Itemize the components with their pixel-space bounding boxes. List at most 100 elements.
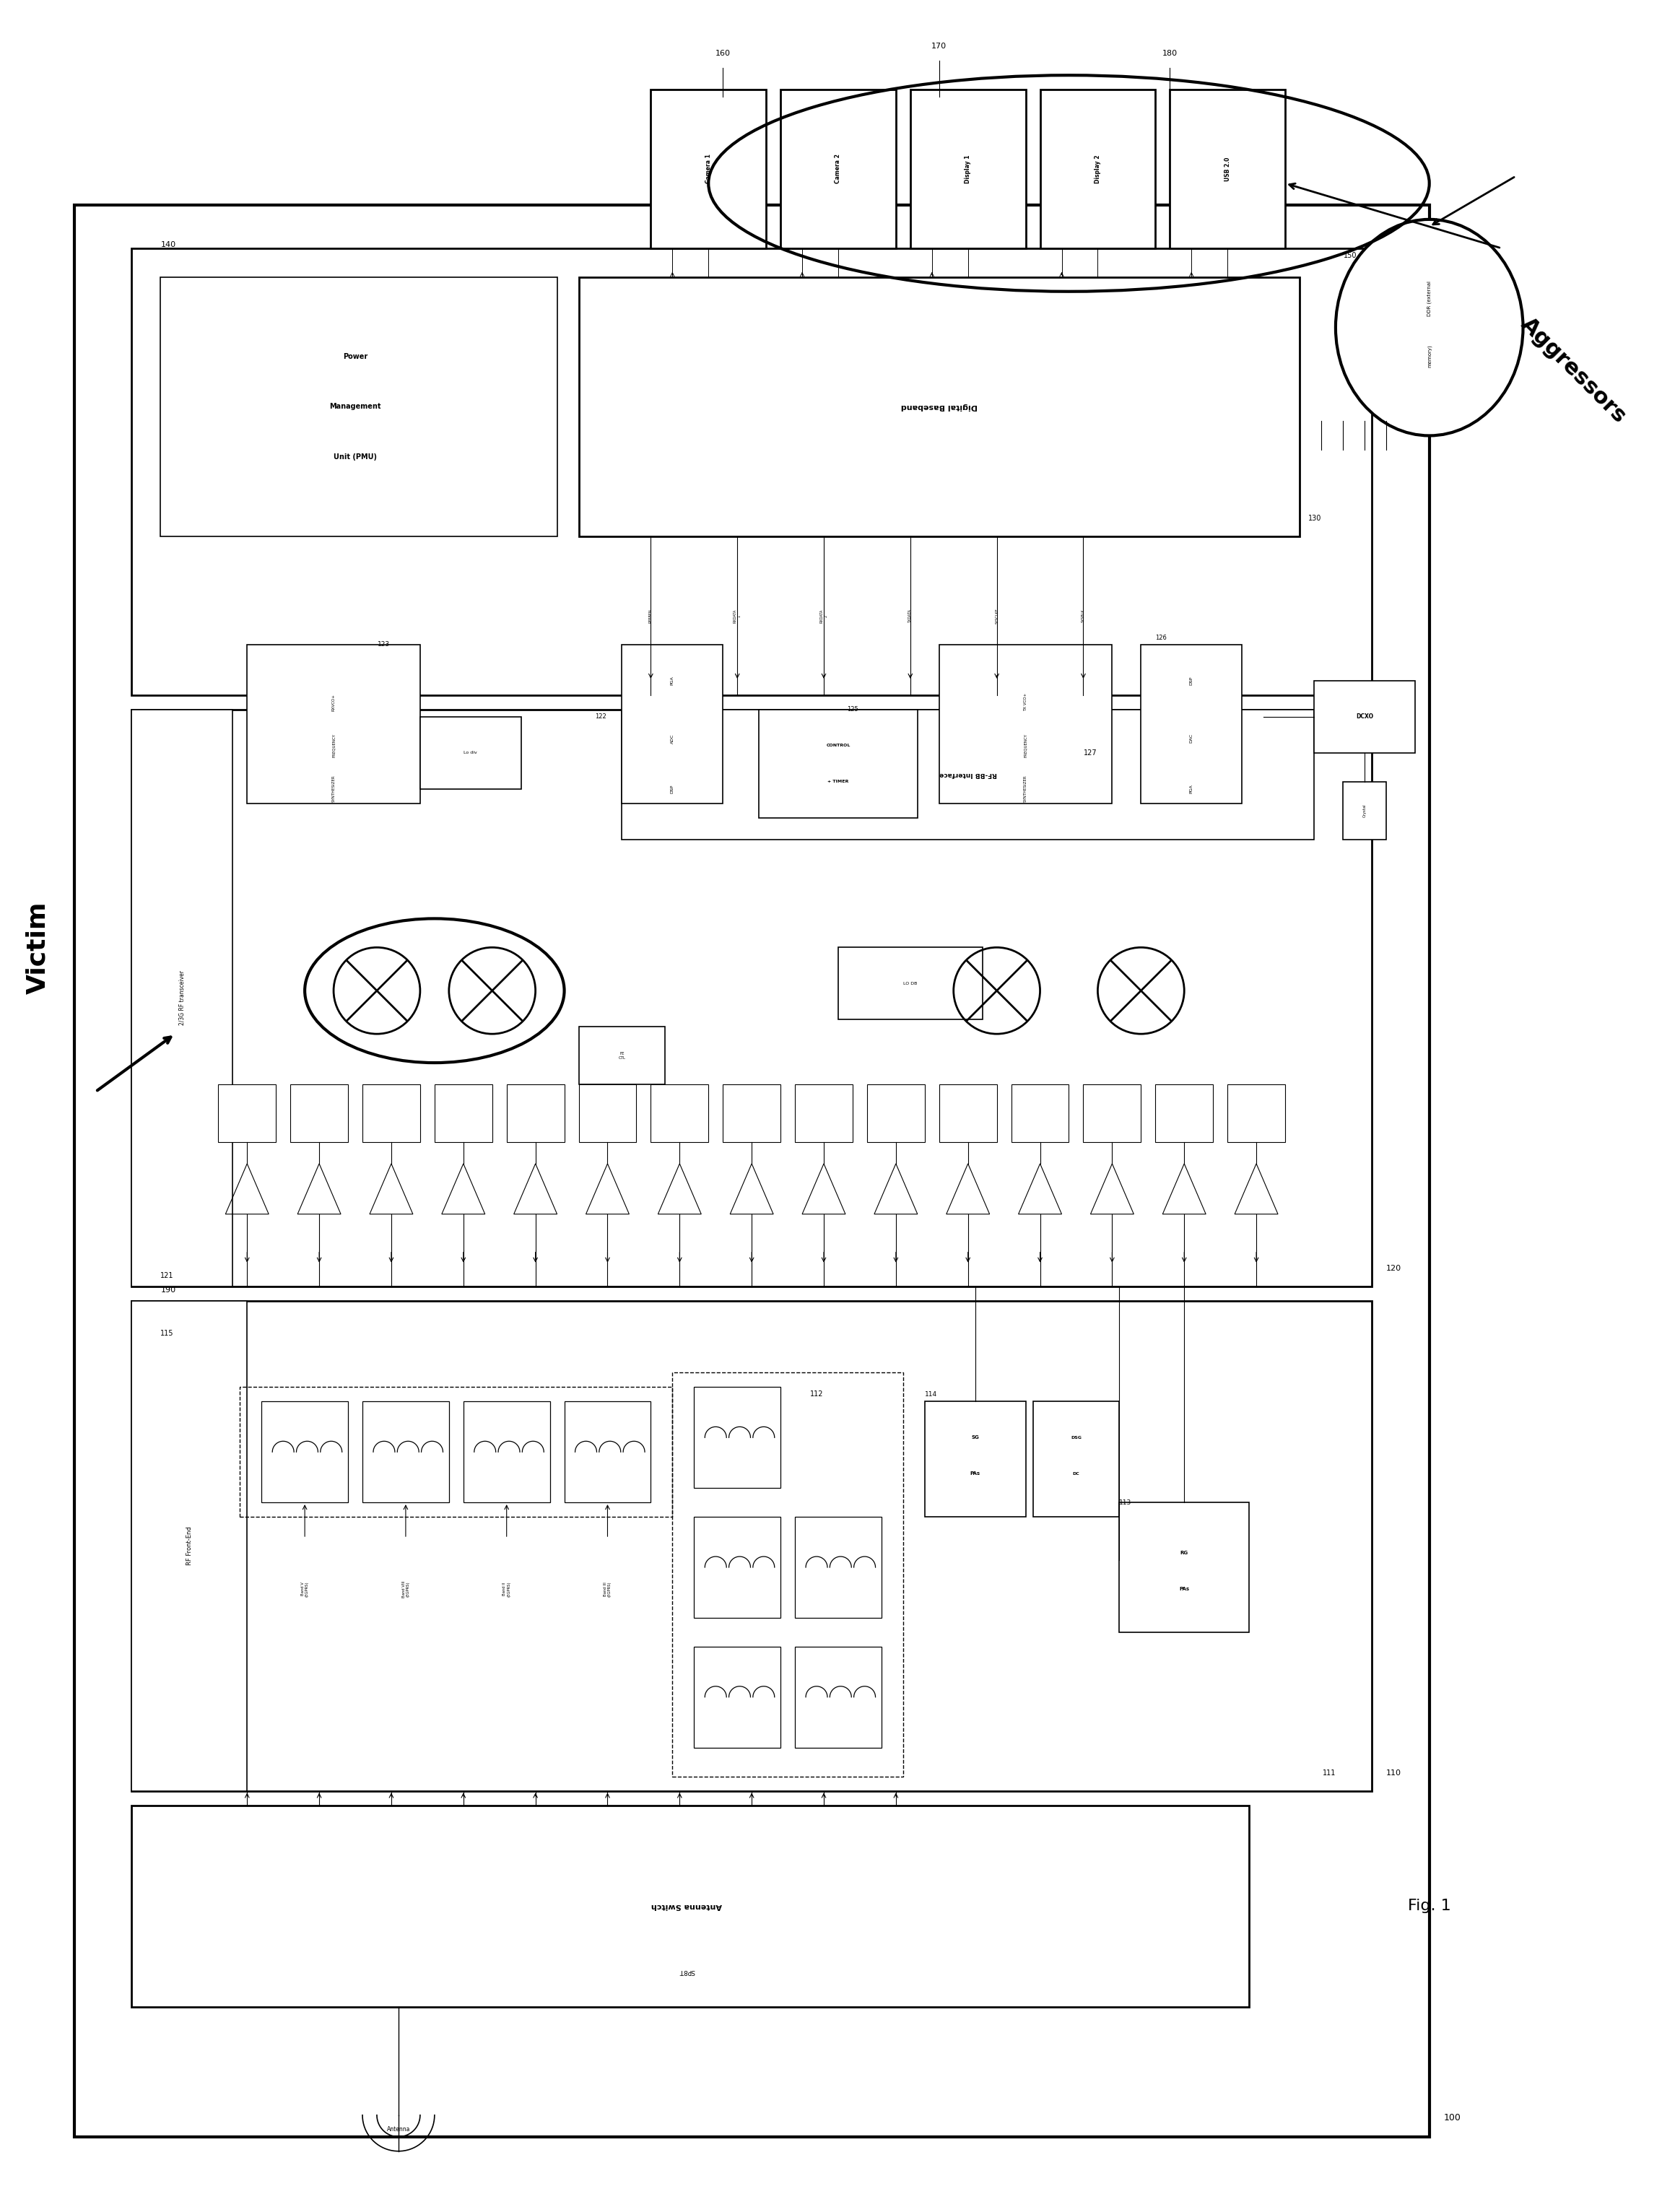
Text: SYSCLKE: SYSCLKE (996, 608, 999, 624)
Text: 110: 110 (1386, 1770, 1401, 1776)
Bar (868, 1084, 924, 1141)
Bar (75, 206, 1429, 2137)
Bar (781, 91, 896, 248)
Bar (1228, 1084, 1285, 1141)
Text: LO DB: LO DB (904, 982, 917, 984)
Text: Victim: Victim (27, 900, 50, 993)
Text: FREQUENCY: FREQUENCY (1024, 734, 1027, 757)
Text: Unit (PMU): Unit (PMU) (334, 453, 377, 460)
Text: 122: 122 (595, 714, 607, 721)
Text: 121: 121 (161, 1272, 175, 1279)
Bar (1343, 781, 1386, 838)
Text: 120: 120 (1386, 1265, 1401, 1272)
Bar (1010, 1084, 1069, 1141)
Bar (131, 1301, 1371, 1792)
Bar (622, 644, 723, 803)
Text: Camera 2: Camera 2 (834, 155, 841, 184)
Bar (695, 1517, 781, 1617)
Text: FE
CTL: FE CTL (618, 1051, 625, 1060)
Bar (1170, 91, 1285, 248)
Text: Management: Management (329, 403, 381, 411)
Bar (362, 1402, 449, 1502)
Text: 100: 100 (1444, 2112, 1461, 2121)
Text: DC: DC (1072, 1471, 1080, 1475)
Bar (622, 710, 1315, 838)
Text: RFBBEN: RFBBEN (648, 608, 653, 624)
Text: SP8T: SP8T (678, 1969, 695, 1975)
Bar (1084, 1084, 1142, 1141)
Bar (911, 91, 1025, 248)
Text: Digital Baseband: Digital Baseband (901, 403, 977, 411)
Bar (924, 1402, 1025, 1517)
Text: RF-BB Interface: RF-BB Interface (939, 772, 997, 779)
Text: 140: 140 (161, 241, 176, 248)
Text: memory): memory) (1428, 345, 1431, 367)
Bar (565, 1402, 652, 1502)
Text: Band II
(EGPRS): Band II (EGPRS) (502, 1582, 510, 1597)
Text: PAs: PAs (1178, 1586, 1190, 1590)
Bar (161, 276, 557, 538)
Text: Band III
(EGPRS): Band III (EGPRS) (603, 1582, 612, 1597)
Bar (578, 1084, 637, 1141)
Text: ADC: ADC (670, 734, 675, 743)
Text: DSG: DSG (1070, 1436, 1082, 1440)
Text: 123: 123 (377, 641, 391, 648)
Text: TXDATA: TXDATA (909, 608, 912, 624)
Text: Power: Power (342, 352, 367, 361)
Text: 126: 126 (1155, 635, 1167, 641)
Bar (838, 947, 982, 1020)
Text: SG: SG (971, 1436, 979, 1440)
Bar (464, 1402, 550, 1502)
Bar (1032, 1402, 1119, 1517)
Text: 160: 160 (715, 51, 731, 58)
Text: FREQUENCY: FREQUENCY (332, 734, 336, 757)
Bar (1040, 91, 1155, 248)
Text: Crystal: Crystal (1363, 803, 1366, 816)
Bar (1119, 1502, 1250, 1632)
Text: Band VIII
(EGPRS): Band VIII (EGPRS) (402, 1582, 409, 1597)
Text: 190: 190 (161, 1285, 176, 1294)
Text: 127: 127 (1084, 750, 1097, 757)
Bar (578, 1026, 665, 1084)
Bar (420, 717, 520, 790)
Text: Aggressors: Aggressors (1517, 314, 1630, 427)
Text: 125: 125 (848, 706, 858, 712)
Bar (939, 644, 1112, 803)
Text: Antenna Switch: Antenna Switch (652, 1902, 723, 1909)
Text: DSP: DSP (670, 785, 675, 794)
Bar (794, 1084, 853, 1141)
Bar (131, 710, 233, 1285)
Bar (794, 1517, 881, 1617)
Text: 180: 180 (1162, 51, 1177, 58)
Text: 114: 114 (924, 1391, 937, 1398)
Bar (434, 1084, 492, 1141)
Text: CONTROL: CONTROL (826, 743, 851, 748)
Text: 2/3G RF transceiver: 2/3G RF transceiver (179, 971, 186, 1026)
Bar (131, 1805, 1250, 2006)
Bar (794, 1646, 881, 1747)
Bar (362, 1084, 420, 1141)
Bar (695, 1387, 781, 1489)
Bar (695, 1646, 781, 1747)
Text: RXVCO+: RXVCO+ (332, 695, 336, 710)
Text: 130: 130 (1308, 515, 1321, 522)
Bar (291, 1084, 347, 1141)
Text: USB 2.0: USB 2.0 (1225, 157, 1232, 181)
Bar (652, 91, 766, 248)
Bar (652, 1084, 708, 1141)
Text: 113: 113 (1119, 1500, 1132, 1506)
Bar (1315, 681, 1414, 752)
Text: RXDATA
1: RXDATA 1 (733, 608, 741, 624)
Text: 111: 111 (1323, 1770, 1336, 1776)
Bar (248, 644, 420, 803)
Bar (131, 1301, 248, 1792)
Text: Camera 1: Camera 1 (705, 155, 711, 184)
Bar (218, 1084, 276, 1141)
Text: SYSBLK: SYSBLK (1082, 608, 1085, 622)
Text: SYNTHESIZER: SYNTHESIZER (1024, 774, 1027, 803)
Bar (578, 276, 1300, 538)
Text: SYNTHESIZER: SYNTHESIZER (332, 774, 336, 803)
Bar (507, 1084, 565, 1141)
Text: Antenna: Antenna (387, 2126, 411, 2132)
Text: PGA: PGA (670, 677, 675, 686)
